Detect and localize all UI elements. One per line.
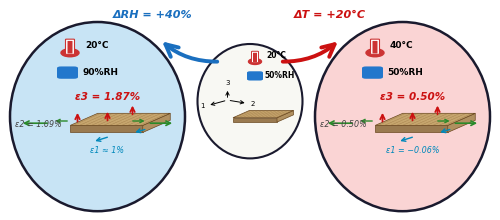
Text: 3: 3 [225,80,230,86]
Polygon shape [448,113,475,132]
FancyBboxPatch shape [372,41,378,53]
FancyBboxPatch shape [247,71,263,81]
Polygon shape [277,110,293,122]
Polygon shape [233,110,294,118]
Polygon shape [375,125,448,132]
Text: ε1 = −0.06%: ε1 = −0.06% [386,146,440,155]
Text: ΔRH = +40%: ΔRH = +40% [112,10,192,20]
Text: 1: 1 [200,103,205,109]
FancyBboxPatch shape [252,51,258,63]
FancyBboxPatch shape [68,41,72,53]
FancyBboxPatch shape [253,53,257,62]
Circle shape [366,49,384,57]
FancyBboxPatch shape [370,39,380,54]
Text: 20°C: 20°C [85,41,108,50]
FancyBboxPatch shape [362,66,383,79]
Text: ε3 = 0.50%: ε3 = 0.50% [380,92,445,102]
Polygon shape [70,125,143,132]
FancyBboxPatch shape [66,39,74,54]
Circle shape [248,59,262,64]
Polygon shape [375,113,476,125]
Text: 40°C: 40°C [390,41,413,50]
Text: 20°C: 20°C [266,51,286,60]
Polygon shape [70,113,170,125]
Text: ε3 = 1.87%: ε3 = 1.87% [75,92,140,102]
Text: ΔT = +20°C: ΔT = +20°C [294,10,366,20]
Circle shape [61,49,79,57]
Text: ε2 = 0.50%: ε2 = 0.50% [320,120,367,129]
Ellipse shape [10,22,185,211]
Text: 50%RH: 50%RH [264,71,294,80]
Polygon shape [143,113,170,132]
Ellipse shape [198,44,302,158]
FancyBboxPatch shape [57,66,78,79]
Text: ε1 ≈ 1%: ε1 ≈ 1% [90,146,124,155]
Text: ε2 = 1.09%: ε2 = 1.09% [15,120,62,129]
Ellipse shape [315,22,490,211]
Polygon shape [233,118,277,122]
Text: 2: 2 [251,101,256,107]
Text: 50%RH: 50%RH [388,68,424,77]
Text: 90%RH: 90%RH [82,68,118,77]
